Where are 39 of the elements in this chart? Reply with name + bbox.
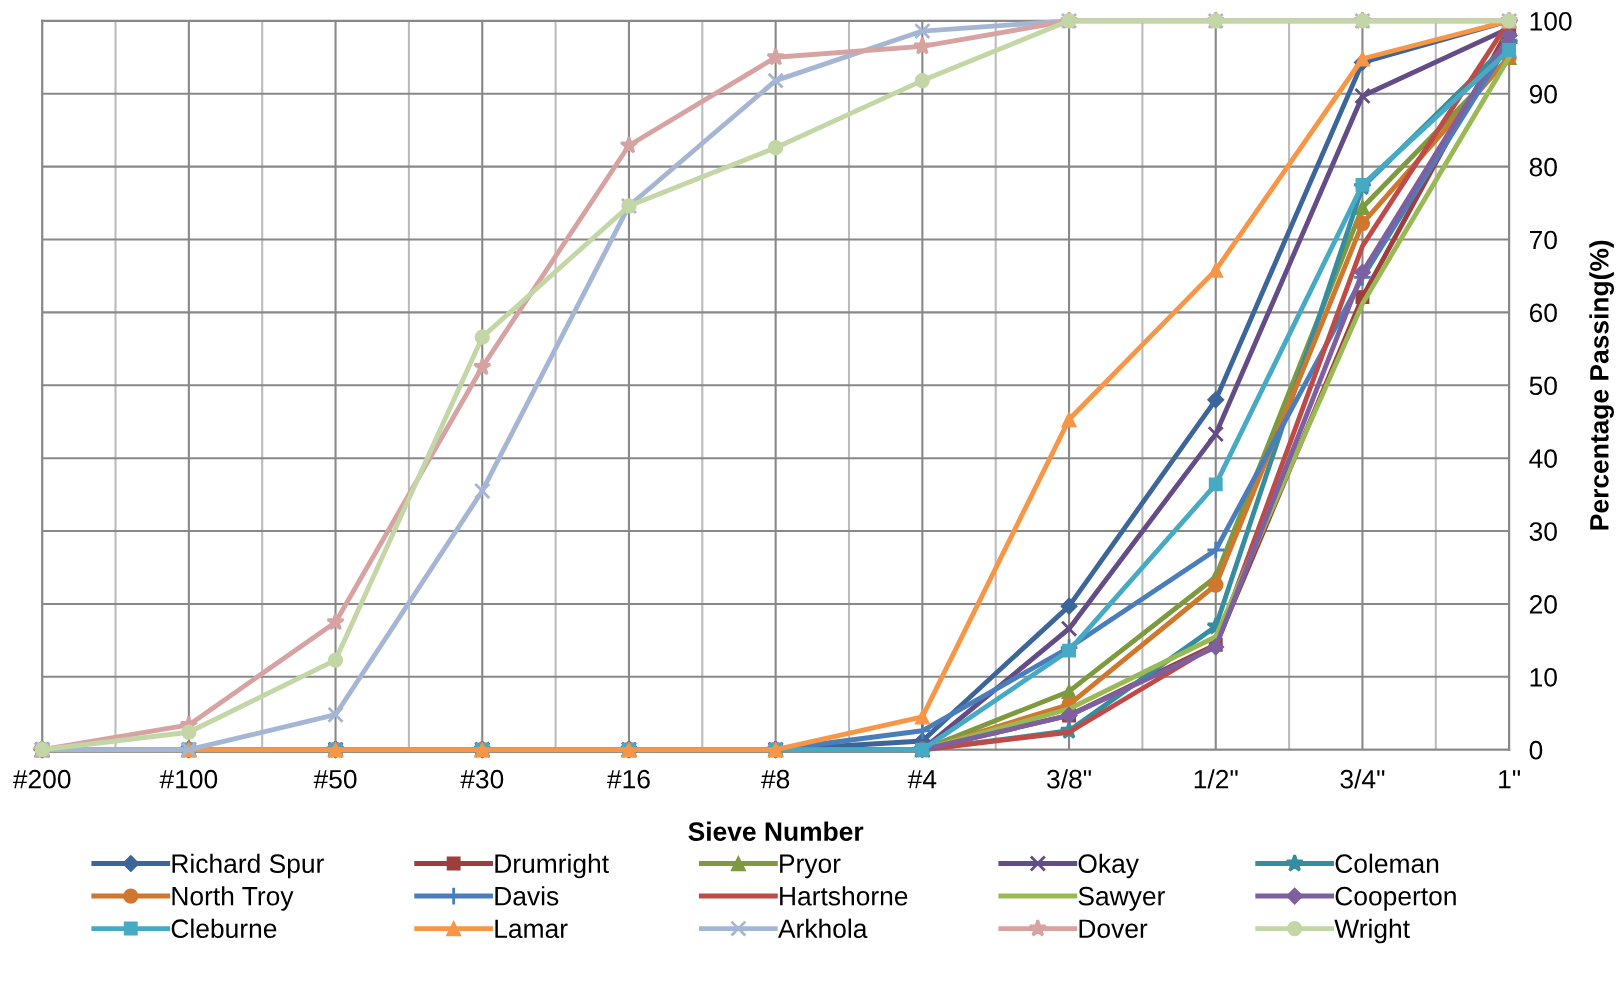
- y-tick-label: 20: [1529, 595, 1557, 614]
- y-tick-label: 0: [1529, 740, 1543, 760]
- legend-label: Lamar: [495, 919, 568, 939]
- y-tick-label: 90: [1529, 84, 1557, 104]
- x-tick-label: #50: [313, 769, 357, 789]
- y-tick-label: 30: [1529, 522, 1557, 541]
- legend-label: Dover: [1079, 919, 1148, 939]
- legend-label: Cooperton: [1335, 886, 1456, 911]
- x-tick-label: #100: [159, 769, 218, 789]
- y-axis-title: Percentage Passing(%): [1589, 240, 1614, 530]
- x-tick-label: #30: [460, 769, 504, 789]
- legend-label: North Troy: [172, 886, 294, 911]
- legend-label: Drumright: [495, 853, 609, 879]
- y-tick-label: 40: [1529, 449, 1557, 468]
- x-tick-label: #4: [907, 770, 937, 789]
- y-tick-label: 60: [1529, 303, 1557, 323]
- legend-label: Arkhola: [778, 918, 868, 939]
- legend-label: Wright: [1334, 918, 1410, 944]
- legend-label: Davis: [495, 886, 559, 906]
- legend-label: Cleburne: [171, 918, 277, 939]
- x-tick-label: 3/4": [1340, 769, 1385, 789]
- x-tick-label: #200: [12, 769, 71, 789]
- y-tick-label: 80: [1529, 157, 1557, 177]
- x-tick-label: #16: [607, 769, 650, 789]
- x-tick-label: 1": [1499, 770, 1521, 789]
- legend-label: Pryor: [780, 854, 841, 879]
- x-tick-label: 1/2": [1194, 769, 1238, 789]
- y-tick-label: 70: [1529, 230, 1557, 250]
- x-tick-label: 3/8": [1047, 769, 1091, 789]
- x-axis-title: Sieve Number: [688, 821, 864, 841]
- legend-label: Okay: [1078, 853, 1139, 879]
- legend-label: Richard Spur: [172, 853, 324, 879]
- legend-label: Coleman: [1335, 853, 1439, 874]
- legend-label: Hartshorne: [780, 886, 908, 906]
- y-tick-label: 50: [1529, 376, 1557, 396]
- y-tick-label: 10: [1530, 667, 1557, 687]
- y-tick-label: 100: [1530, 11, 1572, 31]
- x-tick-label: #8: [761, 769, 790, 789]
- legend-label: Sawyer: [1078, 886, 1165, 911]
